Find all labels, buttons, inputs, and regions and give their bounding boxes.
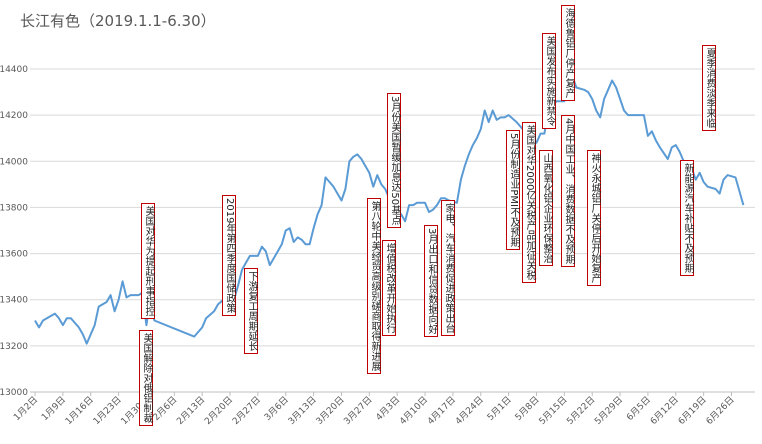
x-tick-label: 1月9日 [39,394,68,423]
annotation: 新能源汽车补贴不及预期 [680,160,694,276]
x-tick-label: 2月27日 [230,394,263,427]
y-tick-label: 13200 [0,342,28,352]
x-tick-label: 4月10日 [398,394,431,427]
x-tick-label: 6月26日 [704,394,737,427]
x-tick-label: 2月6日 [151,394,180,423]
x-tick-label: 4月17日 [425,394,458,427]
x-tick-label: 3月13日 [286,394,319,427]
data-line [34,74,745,345]
annotation: 第八轮中美经贸高级别磋商取得新进展 [367,198,381,374]
x-tick-label: 4月24日 [453,394,486,427]
annotation: 美国发布实施新禁令 [542,33,556,129]
x-tick-label: 4月3日 [374,394,403,423]
y-tick-label: 14200 [0,111,28,121]
x-tick-label: 6月12日 [648,394,681,427]
annotation: 下游复工周期延长 [244,268,258,354]
y-tick-label: 13600 [0,250,28,260]
annotation: 夏季消费淡季来临 [702,45,716,131]
annotation: 3月份美国暂缓加息达50基点 [387,93,401,229]
x-tick-label: 5月8日 [513,394,542,423]
x-tick-label: 2月20日 [202,394,235,427]
x-tick-label: 3月20日 [314,394,347,427]
x-tick-label: 1月16日 [63,394,96,427]
x-tick-label: 2月13日 [175,394,208,427]
y-tick-label: 14400 [0,65,28,75]
y-tick-label: 13800 [0,203,28,213]
y-tick-label: 14000 [0,157,28,167]
chart-title: 长江有色（2019.1.1-6.30） [20,12,216,30]
annotation: 增值税改革开始执行 [382,240,396,336]
annotation: 美国对华2000亿关税产品加征关税 [522,122,536,284]
y-tick-label: 13000 [0,388,28,398]
annotation: 山西氧化铝企业环保整治 [539,150,553,266]
annotation: 海德鲁铝厂停产复产 [561,5,575,101]
x-tick-label: 1月2日 [12,394,41,423]
x-tick-label: 6月19日 [676,394,709,427]
x-tick-label: 1月23日 [91,394,124,427]
annotation: 2019年第四季度国储政策 [222,195,236,317]
x-tick-label: 6月5日 [624,394,653,423]
x-tick-label: 3月27日 [342,394,375,427]
annotation: 4月中国工业、消费数据不及预期 [561,115,575,268]
annotation: 家电、汽车消费促进政策出台 [441,200,455,336]
annotation: 美国对华为提起刑事指控 [141,203,155,319]
x-tick-label: 3月6日 [262,394,291,423]
x-tick-label: 5月29日 [593,394,626,427]
x-tick-label: 5月22日 [565,394,598,427]
annotation: 美国解除对俄铝制裁 [139,330,153,426]
annotation: 5月份制造业PMI不及预期 [506,130,520,250]
x-tick-label: 5月15日 [537,394,570,427]
x-tick-label: 5月1日 [485,394,514,423]
annotation: 神火永城铝厂关停后开始复产 [587,150,601,286]
annotation: 3月出口和信贷数据向好 [424,225,438,338]
y-tick-label: 13400 [0,296,28,306]
